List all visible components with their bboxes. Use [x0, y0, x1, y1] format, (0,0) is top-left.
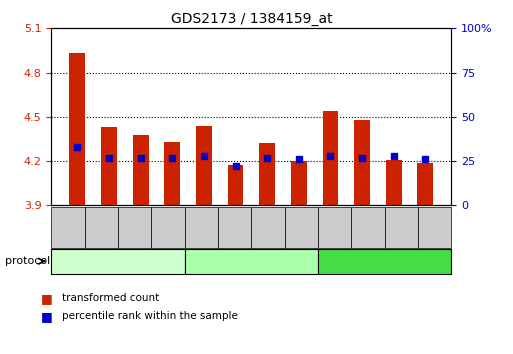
- Text: percentile rank within the sample: percentile rank within the sample: [62, 311, 238, 321]
- Title: GDS2173 / 1384159_at: GDS2173 / 1384159_at: [170, 12, 332, 26]
- Text: twice a week activity: twice a week activity: [196, 256, 306, 266]
- Bar: [418, 162, 433, 205]
- Text: sedentary: sedentary: [92, 256, 144, 266]
- Bar: [259, 143, 275, 205]
- Text: voluntary running: voluntary running: [338, 256, 431, 266]
- Text: ■: ■: [41, 292, 53, 305]
- Bar: [386, 160, 402, 205]
- Bar: [164, 142, 180, 205]
- Text: ■: ■: [41, 310, 53, 322]
- Text: transformed count: transformed count: [62, 293, 159, 303]
- Bar: [228, 165, 244, 205]
- Bar: [101, 127, 117, 205]
- Bar: [323, 111, 339, 205]
- Bar: [291, 161, 307, 205]
- Bar: [133, 135, 149, 205]
- Text: protocol: protocol: [5, 256, 50, 266]
- Bar: [69, 53, 85, 205]
- Bar: [354, 120, 370, 205]
- Bar: [196, 126, 212, 205]
